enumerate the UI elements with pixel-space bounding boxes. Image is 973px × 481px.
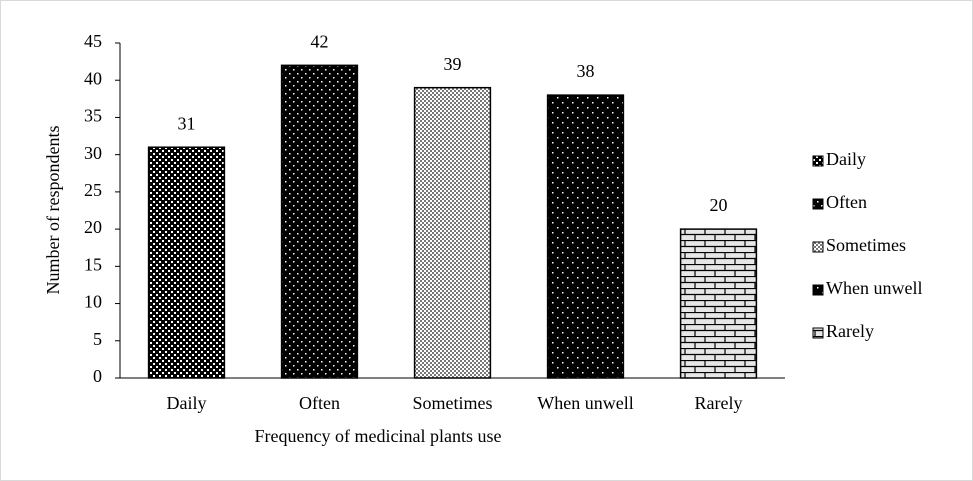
bar xyxy=(147,146,226,379)
bar xyxy=(679,228,758,379)
data-label: 39 xyxy=(444,54,462,74)
legend-swatch xyxy=(812,327,824,339)
y-tick-label: 0 xyxy=(93,366,102,386)
data-label: 38 xyxy=(577,61,595,81)
y-tick-label: 20 xyxy=(84,217,102,237)
legend-swatch xyxy=(812,241,824,253)
y-tick-label: 35 xyxy=(84,106,102,126)
y-axis-title: Number of respondents xyxy=(43,126,63,295)
x-tick-label: When unwell xyxy=(537,393,633,413)
y-tick-label: 5 xyxy=(93,329,102,349)
data-label: 20 xyxy=(710,195,728,215)
bar xyxy=(413,86,492,379)
legend-swatch xyxy=(812,198,824,210)
legend-label: Sometimes xyxy=(826,235,906,255)
y-tick-label: 10 xyxy=(84,292,102,312)
legend-swatch xyxy=(812,155,824,167)
legend-label: Rarely xyxy=(826,321,874,341)
x-tick-label: Rarely xyxy=(695,393,743,413)
y-tick-label: 25 xyxy=(84,180,102,200)
legend-label: When unwell xyxy=(826,278,922,298)
x-tick-label: Often xyxy=(299,393,340,413)
y-tick-label: 45 xyxy=(84,31,102,51)
x-tick-label: Sometimes xyxy=(413,393,493,413)
legend-swatch xyxy=(812,284,824,296)
data-label: 31 xyxy=(178,113,196,133)
data-label: 42 xyxy=(311,31,329,51)
bar xyxy=(546,94,625,379)
y-tick-label: 30 xyxy=(84,143,102,163)
y-tick-label: 40 xyxy=(84,68,102,88)
x-tick-label: Daily xyxy=(167,393,207,413)
bar xyxy=(280,64,359,379)
y-tick-label: 15 xyxy=(84,254,102,274)
x-axis-title: Frequency of medicinal plants use xyxy=(255,426,502,446)
legend-label: Often xyxy=(826,192,867,212)
legend-label: Daily xyxy=(826,149,866,169)
